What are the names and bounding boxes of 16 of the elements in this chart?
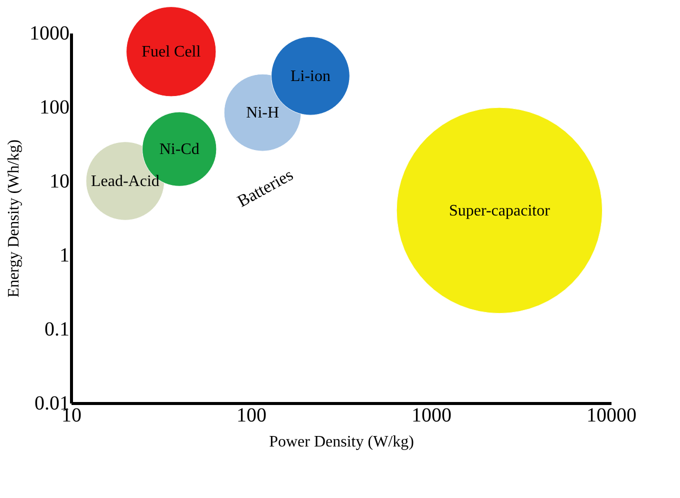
x-tick-label: 1000 xyxy=(412,404,452,426)
series-label: Li-ion xyxy=(290,68,330,85)
y-tick-label: 100 xyxy=(40,96,70,118)
y-tick-label: 1 xyxy=(60,244,70,266)
y-tick-label: 10 xyxy=(50,170,70,192)
series-label: Ni-Cd xyxy=(159,141,200,158)
y-axis-title: Energy Density (Wh/kg) xyxy=(6,140,22,298)
y-tick-label: 0.1 xyxy=(44,318,70,340)
x-axis-title: Power Density (W/kg) xyxy=(269,434,414,450)
series-label: Super-capacitor xyxy=(448,202,551,220)
x-tick-label: 100 xyxy=(236,404,266,426)
y-tick-label: 1000 xyxy=(30,22,70,44)
series-label: Lead-Acid xyxy=(90,173,160,190)
x-tick-label: 10000 xyxy=(586,404,636,426)
series-label: Fuel Cell xyxy=(142,44,202,61)
series-label: Ni-H xyxy=(246,104,280,122)
